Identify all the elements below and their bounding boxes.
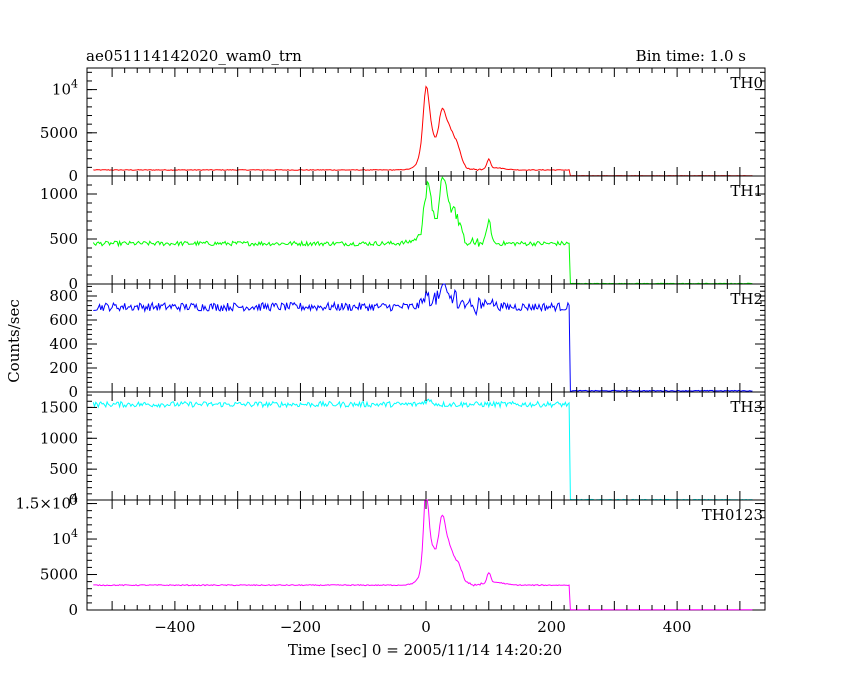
y-tick-label: 1000 bbox=[40, 185, 78, 203]
x-tick-label: −400 bbox=[154, 618, 195, 636]
x-tick-label: 200 bbox=[537, 618, 566, 636]
chart-title: ae051114142020_wam0_trn bbox=[86, 47, 302, 65]
x-tick-label: 0 bbox=[421, 618, 431, 636]
y-tick-label: 5000 bbox=[40, 566, 78, 584]
series-line-th3 bbox=[92, 398, 753, 501]
y-tick-label: 1.5×104 bbox=[15, 492, 78, 513]
panel-frame-th0 bbox=[86, 67, 766, 177]
panel-label-th0: TH0 bbox=[730, 74, 763, 92]
y-tick-label: 0 bbox=[68, 491, 78, 509]
y-tick-label: 1500 bbox=[40, 398, 78, 416]
panel-label-th1: TH1 bbox=[730, 182, 763, 200]
panel-frame-th0123 bbox=[86, 499, 766, 611]
y-tick-label: 104 bbox=[52, 527, 78, 548]
bin-time-label: Bin time: 1.0 s bbox=[636, 47, 746, 65]
y-tick-label: 0 bbox=[68, 601, 78, 619]
y-tick-label: 0 bbox=[68, 275, 78, 293]
series-line-th2 bbox=[93, 283, 753, 392]
y-tick-label: 1000 bbox=[40, 429, 78, 447]
y-tick-label: 5000 bbox=[40, 124, 78, 142]
x-tick-label: −200 bbox=[280, 618, 321, 636]
y-tick-label: 600 bbox=[49, 311, 78, 329]
series-line-th0 bbox=[93, 85, 753, 177]
panel-label-th0123: TH0123 bbox=[702, 506, 763, 524]
panel-label-th3: TH3 bbox=[730, 398, 763, 416]
series-line-th1 bbox=[92, 176, 753, 285]
panel-frame-th3 bbox=[86, 391, 766, 501]
x-axis-label: Time [sec] 0 = 2005/11/14 14:20:20 bbox=[288, 641, 562, 659]
panel-frame-th2 bbox=[86, 283, 766, 393]
y-tick-label: 500 bbox=[49, 230, 78, 248]
panel-label-th2: TH2 bbox=[730, 290, 763, 308]
x-tick-label: 400 bbox=[663, 618, 692, 636]
y-tick-label: 0 bbox=[68, 383, 78, 401]
y-axis-label: Counts/sec bbox=[5, 299, 23, 383]
y-tick-label: 104 bbox=[52, 78, 78, 99]
y-tick-label: 0 bbox=[68, 167, 78, 185]
y-tick-label: 500 bbox=[49, 460, 78, 478]
y-tick-label: 200 bbox=[49, 359, 78, 377]
series-line-th0123 bbox=[93, 499, 753, 611]
y-tick-label: 400 bbox=[49, 335, 78, 353]
y-tick-label: 800 bbox=[49, 287, 78, 305]
